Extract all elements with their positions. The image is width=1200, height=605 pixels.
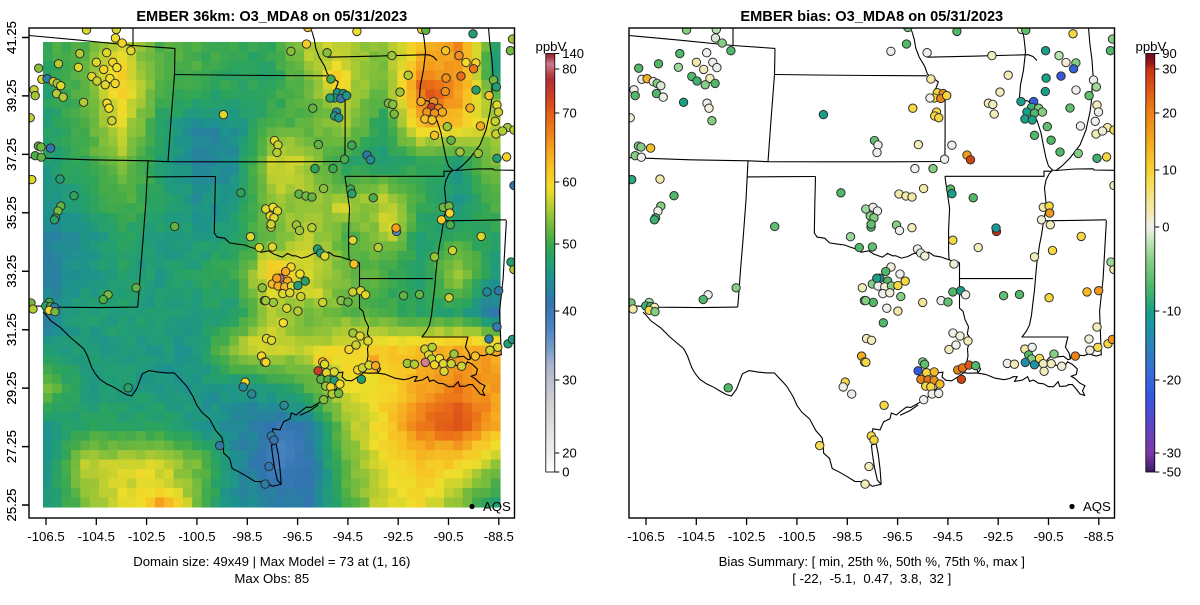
svg-text:-92.5: -92.5 bbox=[383, 529, 413, 544]
svg-text:35.25: 35.25 bbox=[4, 196, 19, 229]
svg-text:37.25: 37.25 bbox=[4, 138, 19, 171]
svg-text:140: 140 bbox=[562, 46, 584, 61]
svg-text:-90.5: -90.5 bbox=[433, 529, 463, 544]
svg-text:-100.5: -100.5 bbox=[778, 529, 815, 544]
svg-text:20: 20 bbox=[562, 446, 576, 461]
svg-text:-20: -20 bbox=[1162, 373, 1181, 388]
svg-text:[ -22, -5.1, 0.47, 3.8, 32: [ -22, -5.1, 0.47, 3.8, 32 ] bbox=[792, 571, 951, 586]
svg-text:25.25: 25.25 bbox=[4, 488, 19, 521]
svg-text:AQS: AQS bbox=[483, 499, 511, 514]
svg-text:30: 30 bbox=[562, 373, 576, 388]
svg-text:-90.5: -90.5 bbox=[1033, 529, 1063, 544]
svg-text:27.25: 27.25 bbox=[4, 430, 19, 463]
svg-text:37.25: 37.25 bbox=[4, 138, 19, 171]
svg-text:31.25: 31.25 bbox=[4, 313, 19, 346]
svg-text:-50: -50 bbox=[1162, 465, 1181, 480]
svg-text:70: 70 bbox=[562, 106, 576, 121]
svg-text:29.25: 29.25 bbox=[4, 372, 19, 405]
svg-text:-102.5: -102.5 bbox=[728, 529, 765, 544]
svg-text:ppbV: ppbV bbox=[536, 39, 567, 54]
svg-text:ppbV: ppbV bbox=[1136, 39, 1167, 54]
svg-text:-30: -30 bbox=[1162, 446, 1181, 461]
svg-text:-10: -10 bbox=[1162, 304, 1181, 319]
svg-text:-106.5: -106.5 bbox=[627, 529, 664, 544]
svg-text:39.25: 39.25 bbox=[4, 79, 19, 112]
svg-text:31.25: 31.25 bbox=[4, 313, 19, 346]
svg-text:50: 50 bbox=[562, 237, 576, 252]
svg-text:-94.5: -94.5 bbox=[933, 529, 963, 544]
svg-text:33.25: 33.25 bbox=[4, 255, 19, 288]
svg-text:60: 60 bbox=[562, 175, 576, 190]
svg-text:-102.5: -102.5 bbox=[128, 529, 165, 544]
svg-text:-98.5: -98.5 bbox=[832, 529, 862, 544]
svg-text:-92.5: -92.5 bbox=[983, 529, 1013, 544]
svg-text:40: 40 bbox=[562, 304, 576, 319]
svg-text:-104.5: -104.5 bbox=[678, 529, 715, 544]
svg-text:AQS: AQS bbox=[1083, 499, 1111, 514]
svg-text:25.25: 25.25 bbox=[4, 488, 19, 521]
svg-text:0: 0 bbox=[562, 465, 569, 480]
svg-text:-106.5: -106.5 bbox=[27, 529, 64, 544]
svg-text:39.25: 39.25 bbox=[4, 79, 19, 112]
svg-text:-94.5: -94.5 bbox=[333, 529, 363, 544]
svg-text:-88.5: -88.5 bbox=[484, 529, 514, 544]
svg-text:0: 0 bbox=[1162, 220, 1169, 235]
svg-text:Bias Summary: [ min, 25th %, 5: Bias Summary: [ min, 25th %, 50th %, 75t… bbox=[719, 554, 1025, 569]
svg-text:-88.5: -88.5 bbox=[1084, 529, 1114, 544]
svg-text:20: 20 bbox=[1162, 106, 1176, 121]
svg-text:80: 80 bbox=[562, 62, 576, 77]
svg-text:EMBER bias: O3_MDA8 on 05/31/2: EMBER bias: O3_MDA8 on 05/31/2023 bbox=[740, 9, 1003, 25]
svg-text:-98.5: -98.5 bbox=[232, 529, 262, 544]
svg-text:EMBER 36km: O3_MDA8 on 05/31/2: EMBER 36km: O3_MDA8 on 05/31/2023 bbox=[136, 9, 407, 25]
svg-text:10: 10 bbox=[1162, 163, 1176, 178]
svg-text:30: 30 bbox=[1162, 62, 1176, 77]
svg-text:29.25: 29.25 bbox=[4, 372, 19, 405]
svg-text:35.25: 35.25 bbox=[4, 196, 19, 229]
svg-text:-96.5: -96.5 bbox=[883, 529, 913, 544]
svg-text:90: 90 bbox=[1162, 46, 1176, 61]
svg-text:41.25: 41.25 bbox=[4, 21, 19, 54]
svg-text:-96.5: -96.5 bbox=[283, 529, 313, 544]
svg-text:27.25: 27.25 bbox=[4, 430, 19, 463]
svg-text:33.25: 33.25 bbox=[4, 255, 19, 288]
svg-text:Domain size: 49x49 | Max Model: Domain size: 49x49 | Max Model = 73 at (… bbox=[133, 554, 410, 569]
svg-text:Max Obs: 85: Max Obs: 85 bbox=[234, 571, 309, 586]
svg-text:-100.5: -100.5 bbox=[178, 529, 215, 544]
svg-text:-104.5: -104.5 bbox=[78, 529, 115, 544]
svg-text:41.25: 41.25 bbox=[4, 21, 19, 54]
